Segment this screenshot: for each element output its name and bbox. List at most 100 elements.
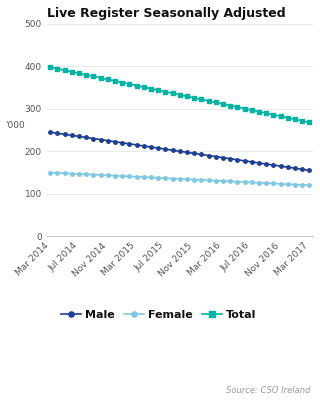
Female <box>214 178 218 183</box>
Total <box>99 76 102 80</box>
Female <box>55 170 59 175</box>
Total <box>286 116 290 120</box>
Female <box>92 172 95 177</box>
Male <box>63 132 67 137</box>
Female <box>264 181 268 186</box>
Text: Source: CSO Ireland: Source: CSO Ireland <box>226 386 310 395</box>
Female <box>48 170 52 175</box>
Female <box>120 174 124 178</box>
Total <box>279 114 283 119</box>
Male <box>293 166 297 171</box>
Female <box>84 172 88 177</box>
Total <box>221 102 225 106</box>
Total <box>293 117 297 122</box>
Male <box>55 131 59 136</box>
Male <box>236 157 239 162</box>
Male <box>214 154 218 159</box>
Female <box>286 182 290 186</box>
Total <box>48 65 52 70</box>
Total <box>142 85 146 90</box>
Total <box>185 94 189 99</box>
Total <box>120 80 124 85</box>
Male <box>272 163 276 168</box>
Total <box>92 74 95 79</box>
Female <box>221 179 225 184</box>
Female <box>142 175 146 180</box>
Female <box>171 176 174 181</box>
Legend: Male, Female, Total: Male, Female, Total <box>56 306 261 324</box>
Total <box>149 86 153 91</box>
Female <box>207 178 211 183</box>
Total <box>127 82 131 86</box>
Total <box>106 77 110 82</box>
Line: Female: Female <box>48 171 311 187</box>
Male <box>113 139 117 144</box>
Female <box>300 182 304 187</box>
Y-axis label: '000: '000 <box>5 121 24 130</box>
Total <box>228 103 232 108</box>
Total <box>70 70 74 74</box>
Male <box>135 142 139 147</box>
Female <box>149 175 153 180</box>
Female <box>228 179 232 184</box>
Female <box>293 182 297 187</box>
Line: Total: Total <box>48 66 311 124</box>
Male <box>221 155 225 160</box>
Total <box>300 118 304 123</box>
Male <box>199 152 203 157</box>
Total <box>264 111 268 116</box>
Female <box>192 177 196 182</box>
Female <box>308 183 311 188</box>
Total <box>192 96 196 100</box>
Male <box>156 146 160 150</box>
Female <box>279 182 283 186</box>
Text: Live Register Seasonally Adjusted: Live Register Seasonally Adjusted <box>47 7 285 20</box>
Total <box>63 68 67 73</box>
Total <box>207 98 211 103</box>
Total <box>113 79 117 84</box>
Total <box>55 66 59 71</box>
Female <box>257 180 261 185</box>
Male <box>250 160 254 164</box>
Male <box>120 140 124 145</box>
Male <box>192 151 196 156</box>
Total <box>135 83 139 88</box>
Female <box>199 178 203 182</box>
Male <box>207 153 211 158</box>
Male <box>300 167 304 172</box>
Female <box>113 173 117 178</box>
Total <box>199 97 203 102</box>
Total <box>178 92 182 97</box>
Male <box>243 158 246 163</box>
Male <box>48 130 52 134</box>
Male <box>286 165 290 170</box>
Total <box>164 89 167 94</box>
Total <box>156 88 160 93</box>
Total <box>171 91 174 96</box>
Female <box>127 174 131 179</box>
Male <box>164 147 167 152</box>
Male <box>127 142 131 146</box>
Female <box>99 172 102 177</box>
Female <box>185 177 189 182</box>
Female <box>63 171 67 176</box>
Male <box>106 138 110 143</box>
Male <box>171 148 174 153</box>
Total <box>236 105 239 110</box>
Male <box>99 137 102 142</box>
Male <box>228 156 232 161</box>
Male <box>257 160 261 165</box>
Total <box>214 100 218 105</box>
Female <box>236 179 239 184</box>
Total <box>257 109 261 114</box>
Male <box>178 149 182 154</box>
Female <box>243 180 246 184</box>
Total <box>243 106 246 111</box>
Total <box>272 112 276 117</box>
Male <box>92 136 95 141</box>
Male <box>84 135 88 140</box>
Male <box>149 145 153 150</box>
Male <box>70 133 74 138</box>
Female <box>70 171 74 176</box>
Total <box>84 72 88 77</box>
